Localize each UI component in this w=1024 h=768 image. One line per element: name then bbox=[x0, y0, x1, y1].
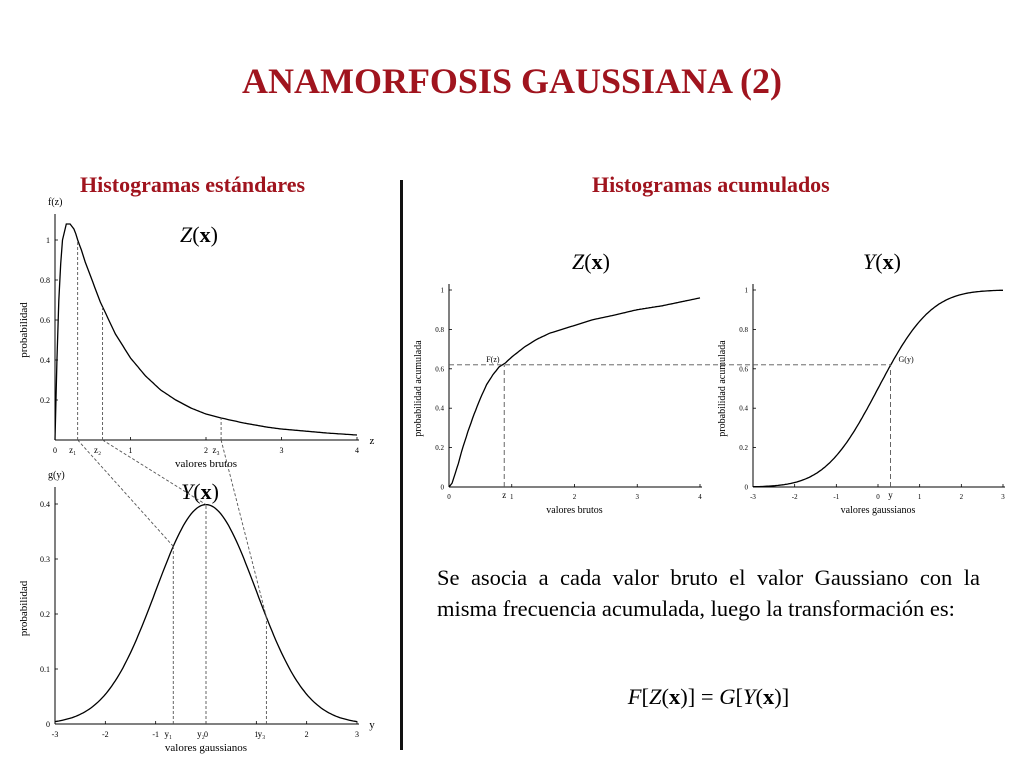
transform-link-line bbox=[77, 439, 174, 547]
label-y-cumulative: Y(x) bbox=[863, 249, 901, 274]
y-tick-label: 1 bbox=[441, 286, 445, 294]
marker-label: z₁ bbox=[69, 445, 76, 455]
series-line bbox=[753, 289, 1003, 488]
label-y-histogram: Y(x) bbox=[181, 479, 219, 504]
marker-label: z₃ bbox=[213, 445, 220, 455]
point-label: G(y) bbox=[899, 355, 914, 364]
linking-lines bbox=[77, 364, 891, 618]
x-marker-label: y bbox=[888, 490, 893, 500]
x-axis-label: valores gaussianos bbox=[841, 505, 916, 516]
vertical-divider bbox=[400, 180, 403, 750]
x-tick-label: 1 bbox=[129, 446, 133, 455]
y-tick-label: 0.2 bbox=[40, 396, 50, 405]
x-tick-label: 4 bbox=[355, 446, 359, 455]
x-tick-label: 2 bbox=[204, 446, 208, 455]
y-tick-label: 1 bbox=[745, 286, 749, 294]
y-tick-label: 0.6 bbox=[435, 365, 444, 373]
y-tick-label: 0.6 bbox=[739, 365, 748, 373]
y-axis-label: probabilidad acumulada bbox=[717, 340, 728, 437]
y-axis-label: probabilidad acumulada bbox=[413, 340, 424, 437]
y-tick-label: 0.6 bbox=[40, 316, 50, 325]
x-tick-label: 0 bbox=[53, 446, 57, 455]
y-tick-label: 0.4 bbox=[435, 405, 444, 413]
x-tick-label: -2 bbox=[792, 493, 798, 501]
heading-cumulative-histograms: Histogramas acumulados bbox=[592, 172, 830, 197]
y-tick-label: 0.8 bbox=[739, 326, 748, 334]
y-tick-label: 0.4 bbox=[40, 356, 50, 365]
x-tick-label: -2 bbox=[102, 730, 109, 739]
x-axis-name: y bbox=[369, 719, 375, 731]
marker-label: y₁ bbox=[164, 729, 172, 739]
transform-link-line bbox=[220, 439, 267, 618]
y-axis-label: probabilidad bbox=[18, 580, 30, 636]
x-axis-label: valores brutos bbox=[546, 505, 602, 516]
y-axis-name: f(z) bbox=[48, 197, 62, 208]
chart-cdf-z: 0 1 2 3 4 0 0.2 0.4 0.6 0.8 1 valores brutos probabi… bbox=[413, 284, 702, 516]
series-line bbox=[54, 223, 358, 441]
y-tick-label: 0.4 bbox=[739, 405, 748, 413]
y-tick-label: 0.8 bbox=[435, 326, 444, 334]
x-axis-name: z bbox=[370, 435, 375, 447]
x-tick-label: -1 bbox=[152, 730, 159, 739]
x-tick-label: 3 bbox=[636, 493, 640, 501]
x-tick-label: 2 bbox=[960, 493, 964, 501]
point-label: F(z) bbox=[486, 355, 500, 364]
chart-pdf-z: 0 1 2 3 4 0.2 0.4 0.6 0.8 1 valores brutos probabil… bbox=[18, 197, 375, 470]
x-axis-label: valores brutos bbox=[175, 458, 237, 470]
x-tick-label: 4 bbox=[698, 493, 702, 501]
slide-title: ANAMORFOSIS GAUSSIANA (2) bbox=[241, 61, 783, 101]
y-tick-label: 0.2 bbox=[739, 444, 748, 452]
x-tick-label: -3 bbox=[750, 493, 756, 501]
y-axis-name: g(y) bbox=[48, 470, 65, 481]
marker-label: y₃ bbox=[258, 729, 266, 739]
x-tick-label: 2 bbox=[573, 493, 577, 501]
description-text: Se asocia a cada valor bruto el valor Ga… bbox=[437, 565, 980, 621]
heading-standard-histograms: Histogramas estándares bbox=[80, 172, 306, 197]
x-marker-label: z bbox=[502, 490, 506, 500]
y-tick-label: 0 bbox=[745, 483, 749, 491]
y-tick-label: 1 bbox=[46, 236, 50, 245]
transform-link-line bbox=[102, 439, 207, 505]
label-z-cumulative: Z(x) bbox=[572, 249, 610, 274]
x-tick-label: 3 bbox=[280, 446, 284, 455]
marker-label: y₂ bbox=[197, 729, 205, 739]
x-tick-label: 2 bbox=[305, 730, 309, 739]
y-tick-label: 0.1 bbox=[40, 665, 50, 674]
x-tick-label: 1 bbox=[510, 493, 514, 501]
y-tick-label: 0 bbox=[46, 720, 50, 729]
series-line bbox=[448, 297, 701, 488]
y-tick-label: 0.2 bbox=[40, 610, 50, 619]
y-tick-label: 0.8 bbox=[40, 276, 50, 285]
x-axis-label: valores gaussianos bbox=[165, 742, 247, 754]
x-tick-label: -1 bbox=[833, 493, 839, 501]
marker-label: z₂ bbox=[94, 445, 101, 455]
x-tick-label: 0 bbox=[204, 730, 208, 739]
transform-formula: F[Z(x)] = G[Y(x)] bbox=[627, 684, 790, 709]
y-tick-label: 0.2 bbox=[435, 444, 444, 452]
chart-pdf-y: -3 -2 -1 0 1 2 3 0 0.1 0.2 0.3 0.4 valores gaussiano… bbox=[18, 470, 375, 754]
x-tick-label: 3 bbox=[355, 730, 359, 739]
x-tick-label: 1 bbox=[918, 493, 922, 501]
series-line bbox=[54, 503, 358, 723]
y-tick-label: 0.4 bbox=[40, 500, 50, 509]
x-tick-label: 0 bbox=[876, 493, 880, 501]
x-tick-label: -3 bbox=[52, 730, 59, 739]
x-tick-label: 1 bbox=[254, 730, 258, 739]
y-tick-label: 0.3 bbox=[40, 555, 50, 564]
label-z-histogram: Z(x) bbox=[180, 222, 218, 247]
x-tick-label: 3 bbox=[1001, 493, 1005, 501]
y-axis-label: probabilidad bbox=[18, 302, 30, 358]
y-tick-label: 0 bbox=[441, 483, 445, 491]
x-tick-label: 0 bbox=[447, 493, 451, 501]
